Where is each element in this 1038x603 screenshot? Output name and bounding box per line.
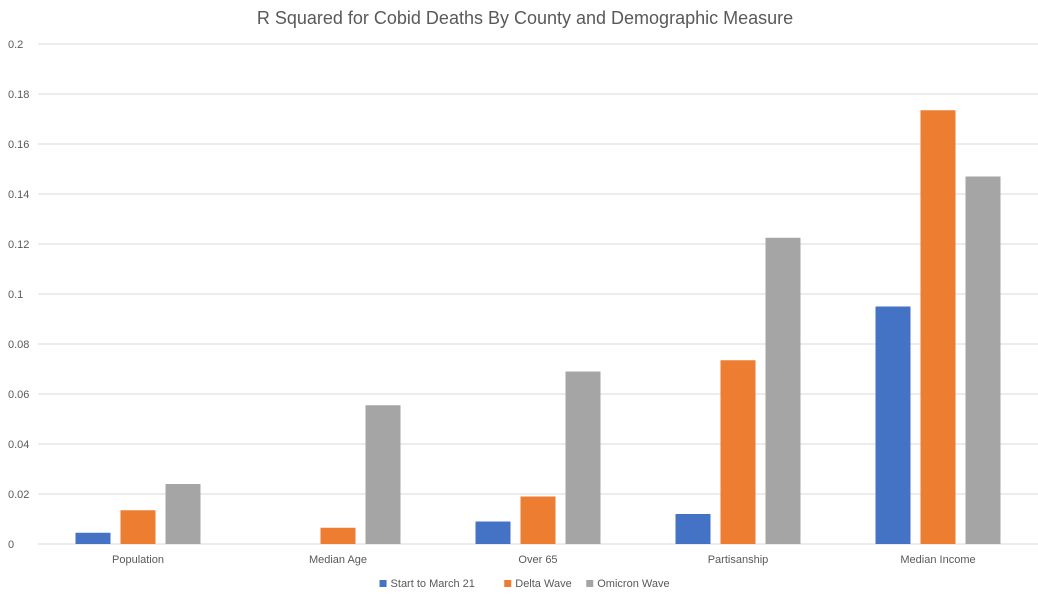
legend-swatch [379,580,387,587]
bar-delta-wave-over-65 [520,496,556,544]
y-axis-ticks: 0 0.02 0.04 0.06 0.08 0.1 0.12 0.14 0.16 0.18 0.2 [8,39,29,551]
bar-delta-wave-median-age [320,527,356,544]
y-tick-label: 0.18 [8,89,29,101]
chart-title: R Squared for Cobid Deaths By County and… [257,8,793,28]
bar-delta-wave-population [120,510,156,544]
legend-label: Start to March 21 [391,578,475,590]
bar-start-to-march-21-population [75,532,111,544]
bar-start-to-march-21-over-65 [475,521,511,544]
gridlines [38,43,1038,545]
x-tick-label: Median Age [309,554,367,566]
bar-omicron-wave-partisanship [765,237,801,544]
bar-delta-wave-partisanship [720,360,756,544]
y-tick-label: 0.2 [8,39,23,51]
x-axis-ticks: Population Median Age Over 65 Partisanship M… [112,554,976,566]
bar-omicron-wave-median-income [965,176,1001,544]
bar-omicron-wave-population [165,484,201,544]
bar-delta-wave-median-income [920,110,956,544]
bar-omicron-wave-median-age [365,405,401,544]
y-tick-label: 0 [8,539,14,551]
bar-start-to-march-21-partisanship [675,514,711,544]
bar-omicron-wave-over-65 [565,371,601,544]
y-tick-label: 0.02 [8,489,29,501]
x-tick-label: Over 65 [518,554,557,566]
y-tick-label: 0.14 [8,189,29,201]
x-tick-label: Population [112,554,164,566]
y-tick-label: 0.04 [8,439,29,451]
legend-label: Delta Wave [515,578,571,590]
y-tick-label: 0.06 [8,389,29,401]
bars [75,110,1001,544]
x-tick-label: Partisanship [708,554,769,566]
x-tick-label: Median Income [900,554,975,566]
y-tick-label: 0.08 [8,339,29,351]
y-tick-label: 0.16 [8,139,29,151]
legend-label: Omicron Wave [597,578,669,590]
legend: Start to March 21 Delta Wave Omicron Wave [379,578,670,590]
bar-start-to-march-21-median-income [875,306,911,544]
y-tick-label: 0.1 [8,289,23,301]
legend-swatch [504,580,512,587]
legend-swatch [586,580,594,587]
y-tick-label: 0.12 [8,239,29,251]
